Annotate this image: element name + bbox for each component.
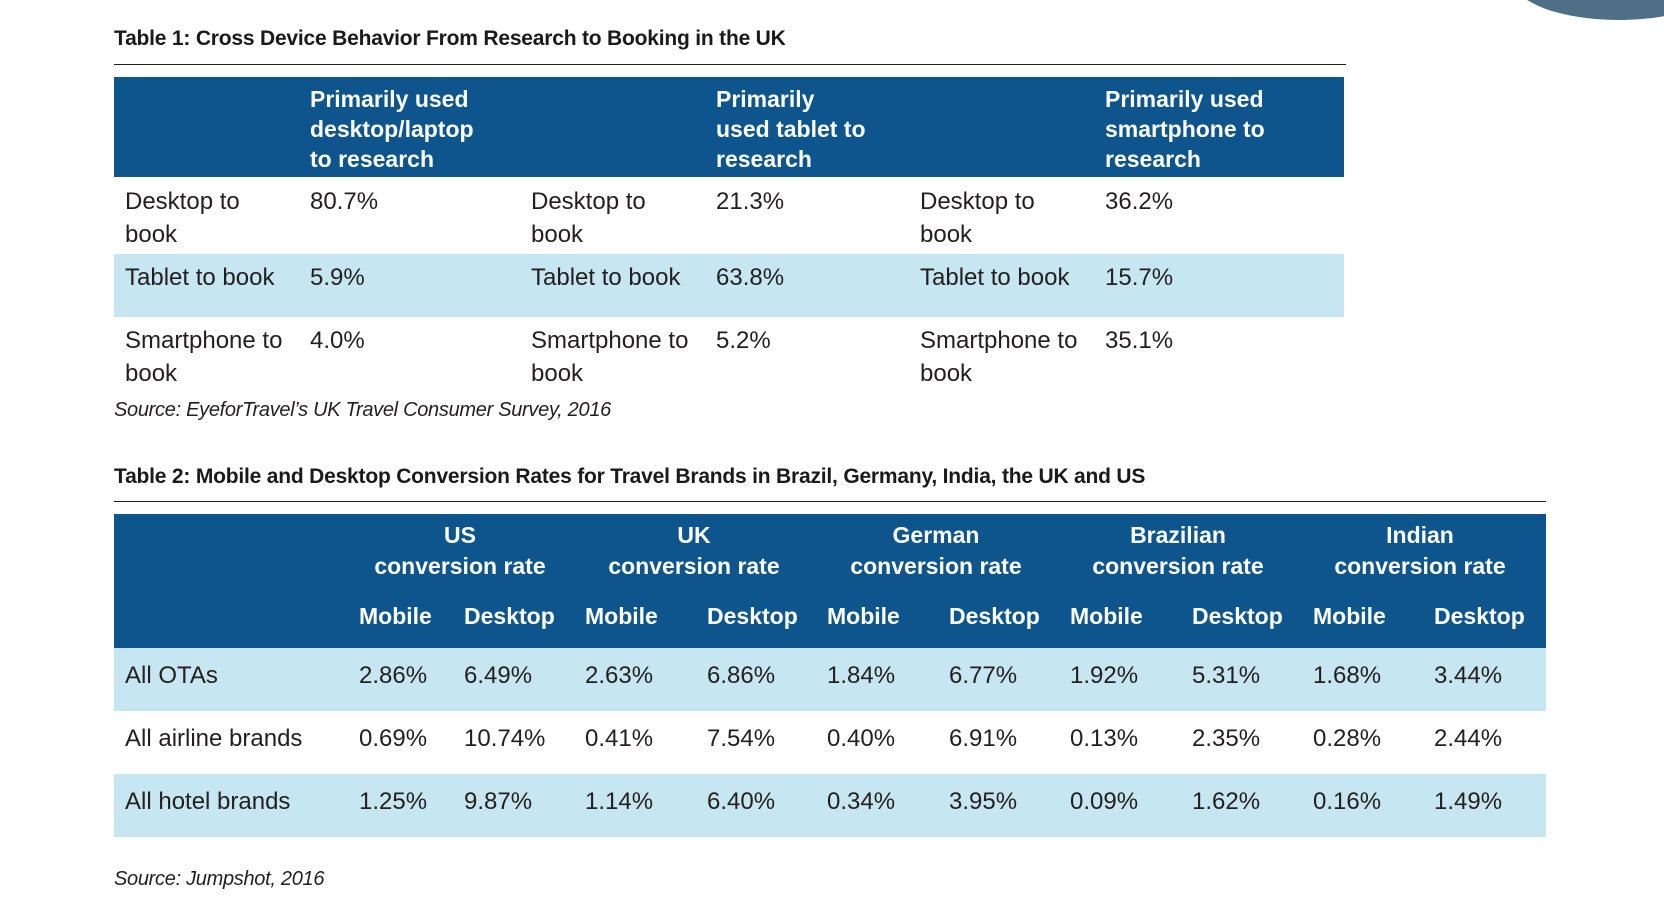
table2-source: Source: Jumpshot, 2016 [114, 868, 325, 890]
cell-value: 0.28% [1313, 725, 1382, 752]
cell-value: 1.62% [1192, 788, 1261, 815]
table1-title: Table 1: Cross Device Behavior From Rese… [114, 27, 786, 50]
cell-value: 2.35% [1192, 725, 1261, 752]
page-corner-decoration [1514, 0, 1664, 20]
table1-header-desktop: Primarily used desktop/laptop to researc… [310, 86, 474, 172]
cell-value: 1.92% [1070, 662, 1139, 689]
cell-value: 5.2% [716, 327, 771, 354]
table-row: Tablet to book 5.9% Tablet to book 63.8%… [114, 254, 1344, 317]
table-row: All airline brands 0.69% 10.74% 0.41% 7.… [114, 711, 1546, 774]
cell-value: 2.63% [585, 662, 654, 689]
cell-value: 4.0% [310, 327, 365, 354]
subheader-desktop: Desktop [707, 603, 798, 629]
row-label: All OTAs [125, 662, 218, 689]
row-label: Tablet to book [920, 264, 1070, 291]
subheader-mobile: Mobile [827, 603, 900, 629]
cell-value: 21.3% [716, 188, 785, 215]
row-label: Tablet to book [125, 264, 275, 291]
cell-value: 10.74% [464, 725, 546, 752]
table1-header: Primarily used desktop/laptop to researc… [114, 77, 1344, 177]
cell-value: 63.8% [716, 264, 785, 291]
table1: Primarily used desktop/laptop to researc… [114, 77, 1344, 397]
cell-value: 0.41% [585, 725, 654, 752]
row-label: Desktop to book [920, 188, 1035, 248]
cell-value: 36.2% [1105, 188, 1174, 215]
cell-value: 1.68% [1313, 662, 1382, 689]
subheader-desktop: Desktop [1192, 603, 1283, 629]
cell-value: 0.34% [827, 788, 896, 815]
group-header-german: German conversion rate [850, 522, 1022, 579]
table1-title-rule [114, 64, 1346, 65]
subheader-desktop: Desktop [949, 603, 1040, 629]
row-label: All hotel brands [125, 788, 291, 815]
table-row: All OTAs 2.86% 6.49% 2.63% 6.86% 1.84% 6… [114, 648, 1546, 711]
cell-value: 6.77% [949, 662, 1018, 689]
row-label: Smartphone to book [920, 327, 1078, 387]
cell-value: 5.9% [310, 264, 365, 291]
cell-value: 3.95% [949, 788, 1018, 815]
cell-value: 6.86% [707, 662, 776, 689]
table2-title-rule [114, 501, 1546, 502]
cell-value: 0.13% [1070, 725, 1139, 752]
cell-value: 0.09% [1070, 788, 1139, 815]
row-label: Tablet to book [531, 264, 681, 291]
cell-value: 7.54% [707, 725, 776, 752]
subheader-mobile: Mobile [585, 603, 658, 629]
subheader-mobile: Mobile [359, 603, 432, 629]
table-row: Smartphone to book 4.0% Smartphone to book… [114, 317, 1344, 397]
cell-value: 1.14% [585, 788, 654, 815]
cell-value: 80.7% [310, 188, 379, 215]
cell-value: 2.44% [1434, 725, 1503, 752]
cell-value: 3.44% [1434, 662, 1503, 689]
group-header-brazilian: Brazilian conversion rate [1092, 522, 1264, 579]
group-header-indian: Indian conversion rate [1334, 522, 1506, 579]
table2-title: Table 2: Mobile and Desktop Conversion R… [114, 465, 1146, 488]
cell-value: 6.40% [707, 788, 776, 815]
row-label: All airline brands [125, 725, 303, 752]
table1-source: Source: EyeforTravel’s UK Travel Consume… [114, 399, 611, 421]
cell-value: 1.25% [359, 788, 428, 815]
row-label: Smartphone to book [125, 327, 283, 387]
cell-value: 2.86% [359, 662, 428, 689]
cell-value: 5.31% [1192, 662, 1261, 689]
cell-value: 0.40% [827, 725, 896, 752]
cell-value: 0.69% [359, 725, 428, 752]
table1-header-tablet: Primarily used tablet to research [716, 86, 866, 172]
row-label: Smartphone to book [531, 327, 689, 387]
cell-value: 1.84% [827, 662, 896, 689]
subheader-desktop: Desktop [464, 603, 555, 629]
cell-value: 35.1% [1105, 327, 1174, 354]
row-label: Desktop to book [531, 188, 646, 248]
subheader-mobile: Mobile [1070, 603, 1143, 629]
table-row: All hotel brands 1.25% 9.87% 1.14% 6.40%… [114, 774, 1546, 837]
cell-value: 15.7% [1105, 264, 1174, 291]
row-label: Desktop to book [125, 188, 240, 248]
cell-value: 6.91% [949, 725, 1018, 752]
group-header-us: US conversion rate [374, 522, 546, 579]
subheader-desktop: Desktop [1434, 603, 1525, 629]
group-header-uk: UK conversion rate [608, 522, 780, 579]
cell-value: 6.49% [464, 662, 533, 689]
subheader-mobile: Mobile [1313, 603, 1386, 629]
table1-header-smartphone: Primarily used smartphone to research [1105, 86, 1265, 172]
table-row: Desktop to book 80.7% Desktop to book 21.3… [114, 177, 1344, 254]
cell-value: 1.49% [1434, 788, 1503, 815]
cell-value: 9.87% [464, 788, 533, 815]
table2: US conversion rate UK conversion rate Germ… [114, 514, 1546, 837]
table2-header: US conversion rate UK conversion rate Germ… [114, 514, 1546, 648]
cell-value: 0.16% [1313, 788, 1382, 815]
